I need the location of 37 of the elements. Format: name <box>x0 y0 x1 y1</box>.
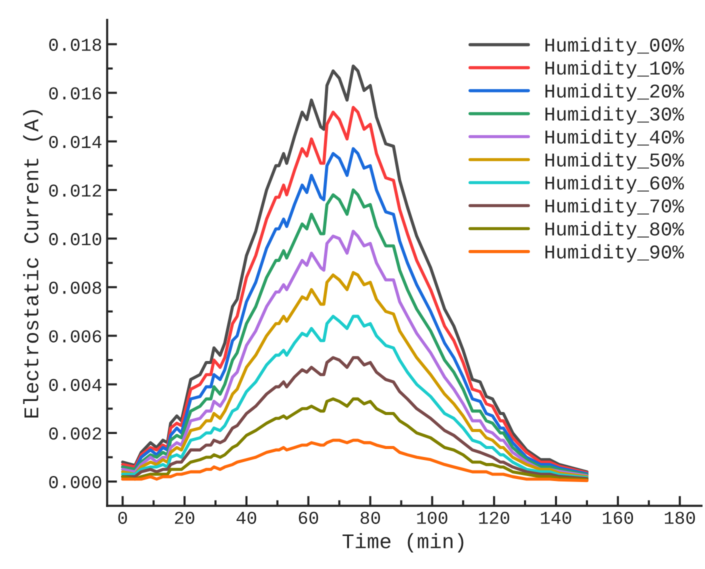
x-tick-label: 120 <box>479 512 510 524</box>
legend-label: Humidity_00% <box>545 37 684 56</box>
x-tick-label: 80 <box>360 512 380 524</box>
line-series <box>121 271 588 478</box>
y-tick-label: 0.000 <box>49 476 102 488</box>
legend-label: Humidity_90% <box>545 244 684 262</box>
legend-label: Humidity_50% <box>545 152 684 170</box>
y-tick-label: 0.012 <box>49 184 102 197</box>
legend-label: Humidity_30% <box>545 106 684 124</box>
x-tick-label: 180 <box>664 512 695 524</box>
x-tick-label: 160 <box>602 512 634 524</box>
line-series <box>121 397 588 482</box>
x-axis-title: Time (min) <box>342 533 464 553</box>
y-axis-title: Electrostatic Current (A) <box>23 110 43 418</box>
legend-label: Humidity_70% <box>545 198 684 216</box>
y-tick-label: 0.010 <box>49 233 102 246</box>
y-tick-label: 0.014 <box>49 136 102 148</box>
line-series <box>121 438 588 482</box>
x-tick-label: 40 <box>236 512 256 524</box>
y-tick-label: 0.002 <box>49 427 102 440</box>
x-tick-label: 0 <box>118 512 127 524</box>
legend-label: Humidity_40% <box>545 129 684 148</box>
legend-label: Humidity_10% <box>545 60 684 79</box>
x-tick-label: 20 <box>174 512 194 524</box>
y-tick-label: 0.006 <box>49 330 102 342</box>
line-series <box>121 314 588 480</box>
x-tick-label: 140 <box>541 512 572 524</box>
legend-label: Humidity_80% <box>545 221 684 240</box>
y-tick-label: 0.018 <box>49 38 102 51</box>
y-tick-label: 0.008 <box>49 282 102 294</box>
x-tick-label: 60 <box>298 512 318 524</box>
y-tick-label: 0.004 <box>49 378 102 392</box>
y-tick-label: 0.016 <box>49 87 102 100</box>
legend-label: Humidity_60% <box>545 175 684 194</box>
line-series <box>121 356 588 480</box>
x-tick-label: 100 <box>417 512 448 524</box>
legend-label: Humidity_20% <box>545 83 684 102</box>
